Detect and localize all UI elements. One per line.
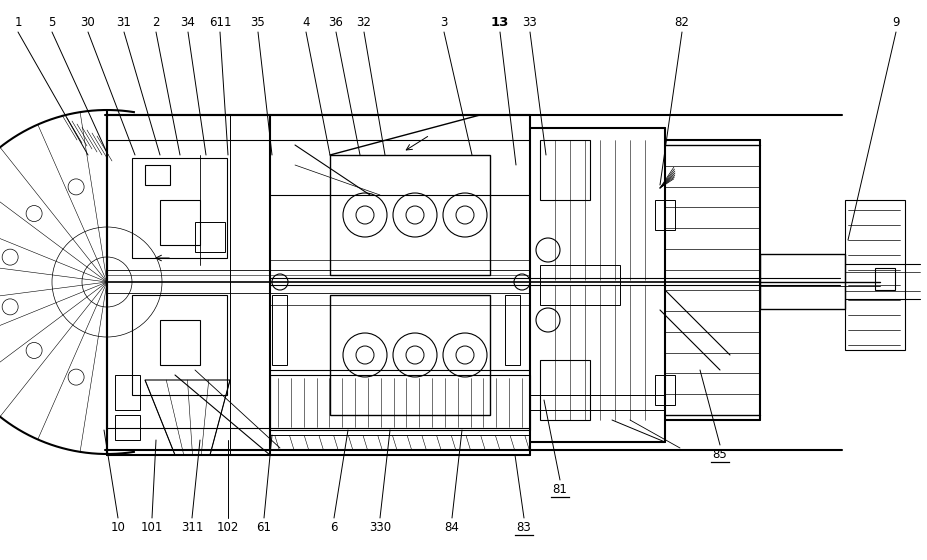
Bar bbox=[195, 222, 224, 252]
Bar bbox=[272, 295, 286, 365]
Text: 85: 85 bbox=[712, 449, 727, 461]
Text: 4: 4 bbox=[302, 16, 310, 29]
Text: 6: 6 bbox=[330, 521, 337, 534]
Text: 9: 9 bbox=[891, 16, 899, 29]
Bar bbox=[540, 140, 590, 200]
Bar bbox=[540, 360, 590, 420]
Text: 32: 32 bbox=[356, 16, 371, 29]
Text: 82: 82 bbox=[674, 16, 689, 29]
Bar bbox=[330, 155, 489, 275]
Bar bbox=[115, 415, 140, 440]
Text: 34: 34 bbox=[181, 16, 196, 29]
Bar bbox=[270, 375, 529, 430]
Text: 81: 81 bbox=[552, 483, 566, 497]
Bar bbox=[504, 295, 519, 365]
Text: 1: 1 bbox=[14, 16, 21, 29]
Text: 36: 36 bbox=[328, 16, 343, 29]
Bar bbox=[115, 375, 140, 410]
Bar bbox=[159, 200, 200, 245]
Bar bbox=[330, 295, 489, 415]
Text: 10: 10 bbox=[110, 521, 125, 534]
Text: 35: 35 bbox=[250, 16, 265, 29]
Bar bbox=[270, 435, 529, 450]
Bar bbox=[159, 320, 200, 365]
Text: 33: 33 bbox=[522, 16, 537, 29]
Text: 3: 3 bbox=[439, 16, 447, 29]
Text: 13: 13 bbox=[490, 16, 509, 29]
Text: 330: 330 bbox=[369, 521, 390, 534]
Text: 101: 101 bbox=[141, 521, 163, 534]
Bar bbox=[132, 295, 227, 395]
Bar bbox=[874, 268, 894, 290]
Bar bbox=[132, 158, 227, 258]
Text: 2: 2 bbox=[152, 16, 159, 29]
Bar bbox=[654, 375, 674, 405]
Text: 61: 61 bbox=[256, 521, 272, 534]
Bar bbox=[540, 265, 619, 305]
Text: 5: 5 bbox=[48, 16, 56, 29]
Bar bbox=[145, 165, 170, 185]
Text: 611: 611 bbox=[209, 16, 231, 29]
Text: 84: 84 bbox=[444, 521, 459, 534]
Text: 83: 83 bbox=[516, 521, 531, 534]
Bar bbox=[844, 200, 904, 350]
Bar bbox=[759, 254, 844, 309]
Text: 311: 311 bbox=[181, 521, 203, 534]
Text: 30: 30 bbox=[81, 16, 95, 29]
Bar bbox=[654, 200, 674, 230]
Text: 31: 31 bbox=[117, 16, 132, 29]
Text: 102: 102 bbox=[217, 521, 239, 534]
